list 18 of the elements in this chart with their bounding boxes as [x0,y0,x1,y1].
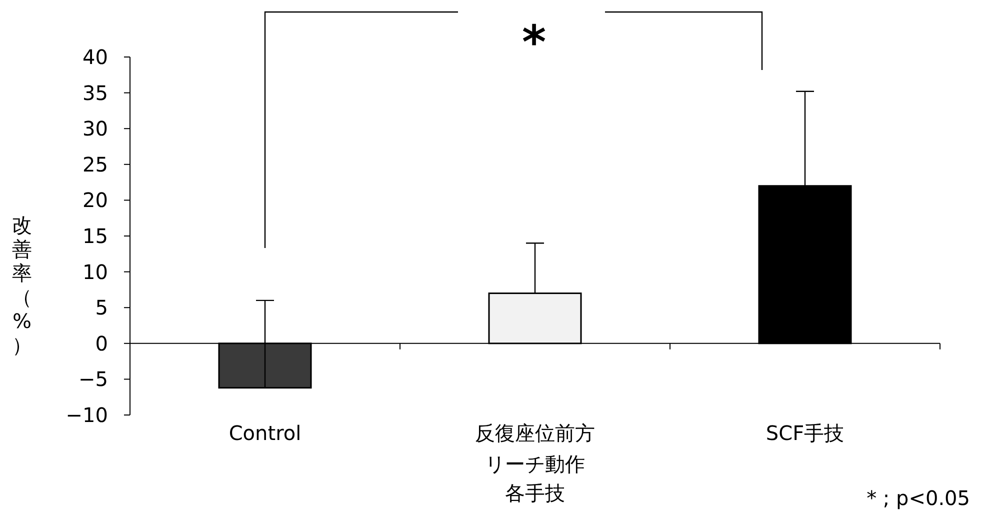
y-tick-label: 25 [82,152,108,176]
annotation: * [522,15,546,69]
y-tick-label: 20 [82,188,108,212]
y-tick-label: −10 [66,403,108,427]
y-tick-label: −5 [78,367,108,392]
y-axis-title: 改善率（%） [12,213,32,357]
y-tick-label: 5 [95,296,108,320]
y-tick-label: 15 [82,224,108,248]
y-tick-label: 40 [82,45,108,69]
x-tick-label: SCF手技 [766,421,844,445]
x-tick-label: Control [228,421,302,445]
text: * ; p<0.05 [866,486,970,510]
y-tick-label: 35 [82,80,108,105]
x-axis-title: 各手技 [505,481,565,505]
x-tick-label: 反復座位前方リーチ動作 [475,421,595,476]
y-tick-label: 10 [82,260,108,284]
y-tick-label: 0 [95,331,108,356]
y-tick-label: 30 [82,116,108,141]
